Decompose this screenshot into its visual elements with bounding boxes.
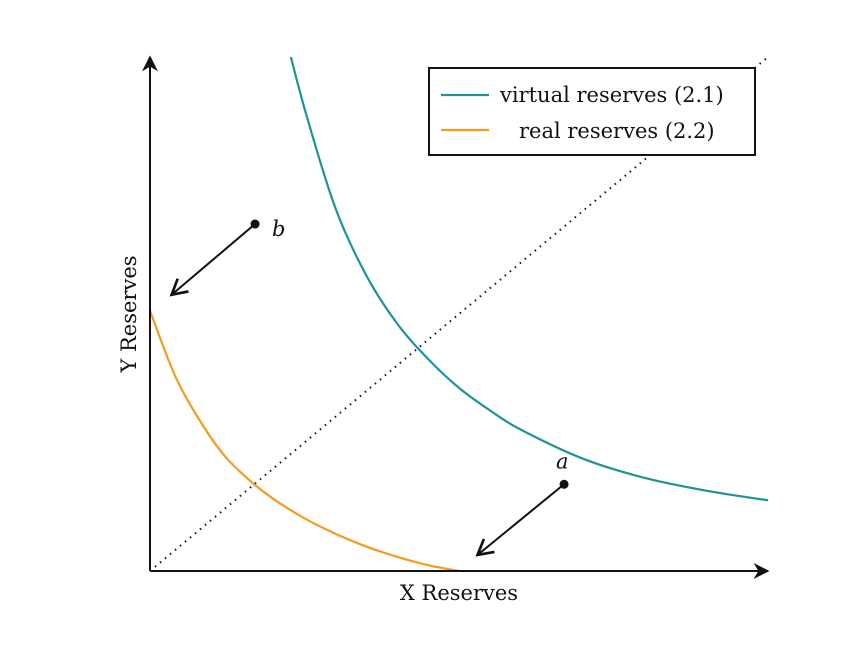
x-axis-label: X Reserves bbox=[400, 581, 518, 605]
point-b bbox=[250, 219, 260, 229]
legend-box bbox=[428, 67, 756, 156]
arrow-a bbox=[475, 483, 565, 557]
legend-label-virtual: virtual reserves (2.1) bbox=[499, 83, 724, 107]
arrow-b bbox=[169, 223, 256, 297]
point-a bbox=[559, 479, 569, 489]
y-axis-label: Y Reserves bbox=[117, 255, 141, 373]
points-layer: ba bbox=[169, 217, 569, 557]
legend: virtual reserves (2.1) real reserves (2.… bbox=[428, 67, 756, 156]
virtual-reserves-curve bbox=[289, 57, 768, 502]
legend-label-real: real reserves (2.2) bbox=[519, 119, 715, 143]
point-label-b: b bbox=[272, 217, 285, 241]
real-reserves-curve bbox=[150, 310, 460, 571]
point-label-a: a bbox=[556, 449, 569, 473]
